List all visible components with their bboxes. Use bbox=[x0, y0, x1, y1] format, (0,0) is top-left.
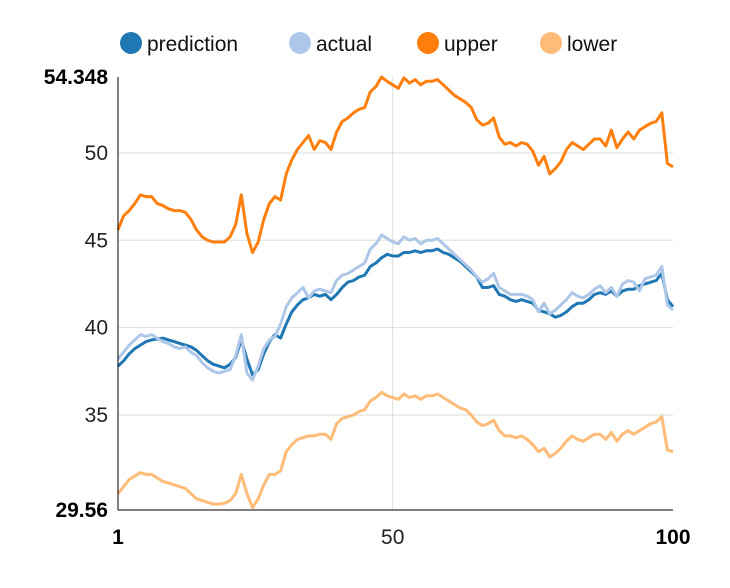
legend-swatch-lower bbox=[540, 32, 562, 54]
legend-label-actual: actual bbox=[316, 33, 372, 56]
legend-swatch-prediction bbox=[120, 32, 142, 54]
y-tick-label: 29.56 bbox=[55, 499, 108, 522]
series-lines bbox=[116, 75, 675, 510]
legend-item-actual[interactable]: actual bbox=[289, 32, 372, 56]
x-tick-label: 100 bbox=[655, 526, 690, 549]
y-tick-label: 35 bbox=[85, 404, 108, 427]
legend-item-lower[interactable]: lower bbox=[540, 32, 617, 56]
y-tick-label: 45 bbox=[85, 229, 108, 252]
y-tick-label: 54.348 bbox=[44, 66, 109, 89]
legend-swatch-upper bbox=[417, 32, 439, 54]
legend-swatch-actual bbox=[289, 32, 311, 54]
x-axis-tick-labels: 1 50 100 bbox=[112, 526, 690, 549]
legend-label-upper: upper bbox=[444, 33, 498, 56]
series-line-upper bbox=[116, 75, 674, 254]
legend-label-lower: lower bbox=[567, 33, 617, 56]
y-tick-label: 40 bbox=[85, 317, 108, 340]
x-tick-label: 1 bbox=[112, 526, 124, 549]
axes bbox=[117, 77, 673, 511]
legend-item-prediction[interactable]: prediction bbox=[120, 32, 238, 56]
y-tick-label: 50 bbox=[85, 142, 108, 165]
series-line-prediction bbox=[116, 247, 675, 377]
series-line-lower bbox=[116, 390, 674, 510]
legend-label-prediction: prediction bbox=[147, 33, 238, 56]
legend: prediction actual upper lower bbox=[120, 32, 617, 56]
series-line-actual bbox=[116, 233, 675, 382]
y-axis-tick-labels: 54.348 50 45 40 35 29.56 bbox=[44, 66, 109, 522]
x-tick-label: 50 bbox=[381, 526, 404, 549]
legend-item-upper[interactable]: upper bbox=[417, 32, 498, 56]
